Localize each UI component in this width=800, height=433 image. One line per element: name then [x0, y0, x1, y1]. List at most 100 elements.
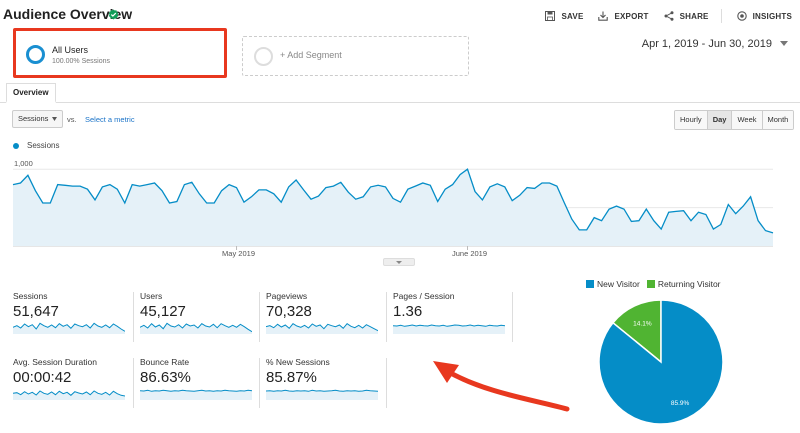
export-label: EXPORT — [614, 11, 649, 21]
pie-legend-swatch-new — [586, 280, 594, 288]
metric-tile[interactable]: Avg. Session Duration 00:00:42 — [13, 357, 133, 415]
pie-legend-returning-visitor: Returning Visitor — [646, 279, 721, 289]
pie-legend-swatch-returning — [646, 280, 655, 288]
metric-sparkline — [140, 389, 252, 400]
x-tick-label: May 2019 — [222, 249, 255, 258]
insights-button[interactable]: INSIGHTS — [736, 11, 792, 21]
share-label: SHARE — [679, 11, 709, 21]
sessions-legend: Sessions — [13, 141, 59, 150]
sparkline-line — [13, 390, 125, 397]
share-button[interactable]: SHARE — [664, 11, 709, 21]
chevron-down-icon — [780, 41, 788, 46]
select-metric-link[interactable]: Select a metric — [85, 115, 135, 124]
pie-legend-label-new: New Visitor — [597, 279, 640, 289]
toolbar-divider — [720, 9, 722, 23]
metric-tile-divider — [133, 358, 134, 408]
sparkline-area — [13, 323, 125, 334]
metric-tile[interactable]: Users 45,127 — [140, 291, 260, 349]
metric-tile[interactable]: Sessions 51,647 — [13, 291, 133, 349]
sparkline-area — [393, 325, 505, 334]
metric-label: Pageviews — [266, 291, 308, 301]
segment-title: All Users — [52, 45, 89, 55]
sparkline-line — [393, 324, 505, 327]
metric-sparkline — [140, 322, 252, 334]
sparkline-area — [266, 390, 378, 400]
tab-overview[interactable]: Overview — [6, 83, 56, 103]
pie-slice-label: 14.1% — [633, 320, 652, 327]
granularity-hourly[interactable]: Hourly — [675, 111, 708, 129]
metric-tile[interactable]: % New Sessions 85.87% — [266, 357, 386, 415]
segment-circle-icon — [26, 45, 45, 64]
metric-tile-divider — [386, 292, 387, 342]
sparkline-area — [140, 323, 252, 334]
insights-label: INSIGHTS — [752, 11, 792, 21]
sessions-series-line — [12, 168, 774, 234]
page-title: Audience Overview — [3, 6, 133, 22]
granularity-day[interactable]: Day — [707, 111, 733, 129]
granularity-toggle: Hourly Day Week Month — [674, 110, 795, 130]
metric-value: 86.63% — [140, 369, 191, 386]
metric-sparkline — [13, 390, 125, 400]
metric-label: Bounce Rate — [140, 357, 190, 367]
sparkline-line — [140, 389, 252, 392]
date-range-picker[interactable]: Apr 1, 2019 - Jun 30, 2019 — [642, 38, 788, 50]
metric-label: Avg. Session Duration — [13, 357, 97, 367]
sparkline-line — [266, 389, 378, 392]
metric-sparkline — [13, 322, 125, 334]
verified-check-icon — [108, 9, 119, 20]
metric-tile[interactable]: Pageviews 70,328 — [266, 291, 386, 349]
vs-label: vs. — [67, 115, 77, 124]
metric-value: 51,647 — [13, 303, 59, 320]
save-label: SAVE — [561, 11, 584, 21]
sparkline-line — [266, 323, 378, 332]
metric-value: 1.36 — [393, 303, 423, 320]
pie-legend-new-visitor: New Visitor — [586, 279, 640, 289]
sessions-legend-dot — [13, 142, 19, 149]
save-icon — [545, 11, 556, 21]
sparkline-line — [140, 322, 252, 333]
metric-tile[interactable]: Bounce Rate 86.63% — [140, 357, 260, 415]
pie-slice-returning-visitor[interactable] — [611, 299, 662, 364]
sessions-legend-label: Sessions — [27, 141, 60, 150]
pie-legend-label-returning: Returning Visitor — [657, 279, 721, 289]
metric-tile[interactable]: Pages / Session 1.36 — [393, 291, 513, 349]
caret-down-icon — [396, 261, 402, 264]
y-tick-label: 1,000 — [14, 159, 33, 168]
metric-label: Pages / Session — [393, 291, 455, 301]
metric-sparkline — [266, 323, 378, 334]
metric-select[interactable]: Sessions — [12, 110, 63, 128]
tab-bar: Overview — [0, 83, 800, 103]
metric-sparkline — [266, 389, 378, 400]
insights-icon — [736, 11, 747, 21]
add-segment-label: + Add Segment — [280, 50, 342, 60]
metric-select-value: Sessions — [18, 114, 49, 123]
pie-slice-new-visitor[interactable] — [598, 299, 724, 425]
metric-tile-divider — [386, 358, 387, 408]
chart-collapse-handle[interactable] — [383, 258, 415, 266]
date-range-label: Apr 1, 2019 - Jun 30, 2019 — [641, 38, 772, 50]
metric-value: 00:00:42 — [13, 369, 72, 386]
share-icon — [664, 11, 674, 21]
dropdown-arrow-icon — [52, 117, 57, 121]
granularity-month[interactable]: Month — [762, 111, 794, 129]
visitor-type-pie-chart: 14.1% 85.9% — [598, 299, 724, 425]
sparkline-area — [266, 323, 378, 334]
metric-tile-divider — [512, 292, 513, 342]
add-segment-circle-icon — [254, 47, 273, 66]
export-button[interactable]: EXPORT — [598, 11, 648, 21]
export-icon — [598, 11, 609, 21]
pie-slice-label: 85.9% — [671, 400, 690, 407]
granularity-week[interactable]: Week — [732, 111, 763, 129]
sparkline-area — [140, 390, 252, 400]
sparkline-line — [13, 322, 125, 332]
save-button[interactable]: SAVE — [545, 11, 583, 21]
metric-value: 70,328 — [266, 303, 312, 320]
pie-legend: New Visitor Returning Visitor — [586, 279, 728, 289]
header: Audience Overview SAVE EXPORT SHARE INSI… — [0, 0, 800, 32]
metric-tile-divider — [259, 292, 260, 342]
add-segment-button[interactable]: + Add Segment — [242, 36, 469, 76]
metric-tile-divider — [133, 292, 134, 342]
segment-all-users[interactable]: All Users 100.00% Sessions — [13, 28, 227, 78]
metric-sparkline — [393, 324, 505, 334]
